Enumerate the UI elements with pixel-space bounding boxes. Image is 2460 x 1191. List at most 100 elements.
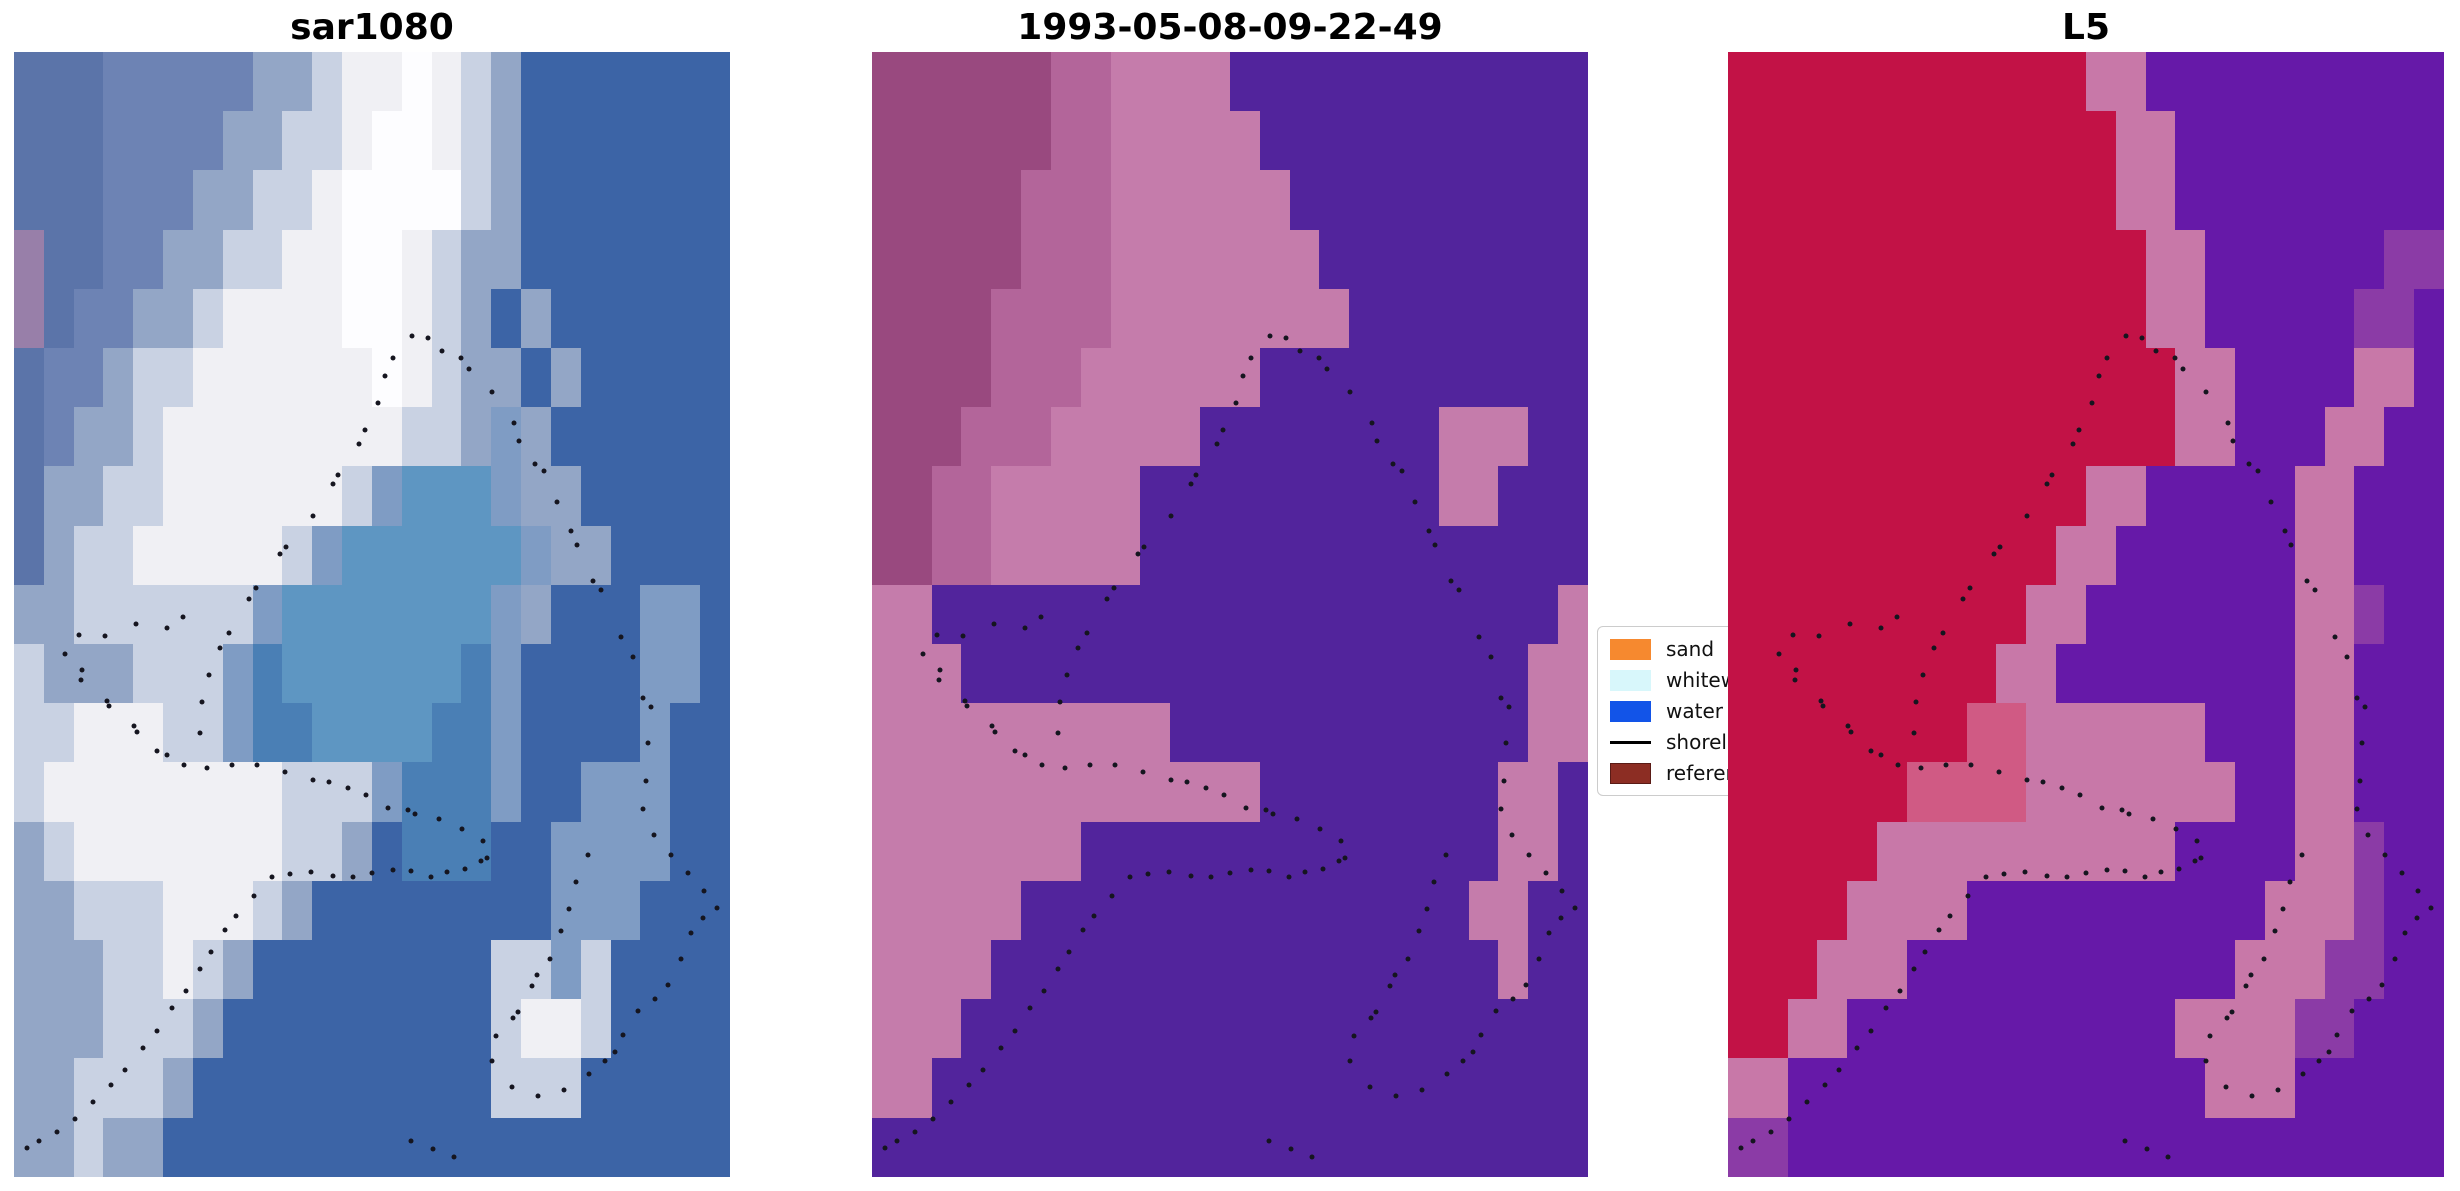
shoreline-dots-layer [1728,52,2444,1177]
shoreline-dot [515,1009,521,1015]
shoreline-dot [2172,355,2178,361]
shoreline-dot [169,1005,175,1011]
shoreline-dot [992,729,998,734]
shoreline-dot [1041,988,1047,994]
shoreline-dots-layer [14,52,730,1177]
shoreline-dot [574,542,580,548]
pixel-row [1728,111,2444,171]
shoreline-dot [602,1058,608,1064]
pixel-grid [1728,52,2444,1177]
pixel-grid [872,52,1588,1177]
shoreline-dot [585,852,591,858]
shoreline-dot [1140,769,1146,775]
shoreline-dot [197,966,203,972]
shoreline-dot [1920,672,1926,678]
pixel-row [872,1058,1588,1118]
shoreline-dot [651,832,657,838]
pixel-row [872,999,1588,1059]
shoreline-dot [1309,1154,1315,1160]
shoreline-dot [1922,949,1928,955]
shoreline-dot [966,1082,972,1088]
shoreline-dot [2280,906,2286,912]
shoreline-dot [2399,870,2405,876]
shoreline-dot [1127,874,1133,880]
shoreline-dot [1448,578,1454,584]
shoreline-dot [72,1116,78,1121]
legend-swatch-reference [1610,762,1651,784]
pixel-row [14,703,730,763]
shoreline-dot [2359,740,2365,746]
shoreline-dot [206,672,212,678]
shoreline-dot [511,420,517,426]
shoreline-dot [1294,816,1300,822]
shoreline-dot [382,373,388,379]
shoreline-dot [882,1145,888,1151]
legend-swatch-shoreline [1610,740,1651,744]
shoreline-dot [2203,389,2209,395]
shoreline-dot [1263,807,1269,813]
shoreline-dot [894,1138,900,1144]
shoreline-dot [1066,949,1072,955]
shoreline-dot [1822,1082,1828,1088]
shoreline-dot [1790,632,1796,638]
pixel-row [14,466,730,526]
shoreline-dot [489,389,495,395]
shoreline-dot [1943,762,1949,768]
pixel-row [872,1117,1588,1177]
shoreline-dot [1283,335,1289,341]
shoreline-dot [1412,499,1418,505]
shoreline-dot [1297,348,1303,354]
shoreline-dot [2365,832,2371,838]
shoreline-dot [489,1058,495,1064]
shoreline-dot [1991,551,1997,557]
shoreline-dot [1233,400,1239,406]
shoreline-dot [2428,905,2434,911]
shoreline-dot [2299,852,2305,858]
shoreline-dot [509,1084,515,1090]
shoreline-dot [1084,630,1090,635]
shoreline-dot [1510,996,1516,1002]
shoreline-dot [1080,927,1086,932]
shoreline-dot [78,677,84,683]
shoreline-dot [2144,1146,2150,1152]
shoreline-dot [436,816,442,822]
shoreline-dot [2246,461,2252,467]
shoreline-dot [1087,762,1093,768]
shoreline-dot [154,1028,160,1034]
shoreline-dot [277,551,283,557]
shoreline-dot [2126,811,2132,817]
shoreline-dot [1498,806,1504,812]
pixel-row [872,821,1588,881]
shoreline-dot [2122,868,2128,874]
shoreline-dot [2044,481,2050,487]
shoreline-dot [665,982,671,988]
pixel-row [1728,762,2444,822]
shoreline-dot [2392,956,2398,962]
shoreline-dot [2282,528,2288,534]
shoreline-dot [2059,785,2065,791]
shoreline-dot [2176,866,2182,872]
shoreline-dot [1940,630,1946,635]
pixel-row [1728,999,2444,1059]
shoreline-dot [964,703,970,709]
shoreline-dot [1526,852,1532,858]
shoreline-dot [1324,366,1330,372]
shoreline-dot [534,972,540,977]
shoreline-dot [2230,438,2236,444]
shoreline-dot [989,723,995,729]
pixel-row [872,111,1588,171]
shoreline-dot [1845,723,1851,729]
shoreline-dot [208,949,214,955]
shoreline-dot [635,1008,641,1013]
pixel-row [14,584,730,645]
shoreline-dot [2122,1138,2128,1144]
shoreline-dot [369,870,375,876]
shoreline-dot [2249,1093,2255,1099]
shoreline-dot [439,348,445,354]
shoreline-dot [1965,893,1971,899]
shoreline-dot [2123,333,2129,338]
shoreline-dot [405,807,411,813]
shoreline-dot [1145,871,1151,877]
shoreline-dot [668,852,674,858]
shoreline-dot [1476,634,1482,640]
